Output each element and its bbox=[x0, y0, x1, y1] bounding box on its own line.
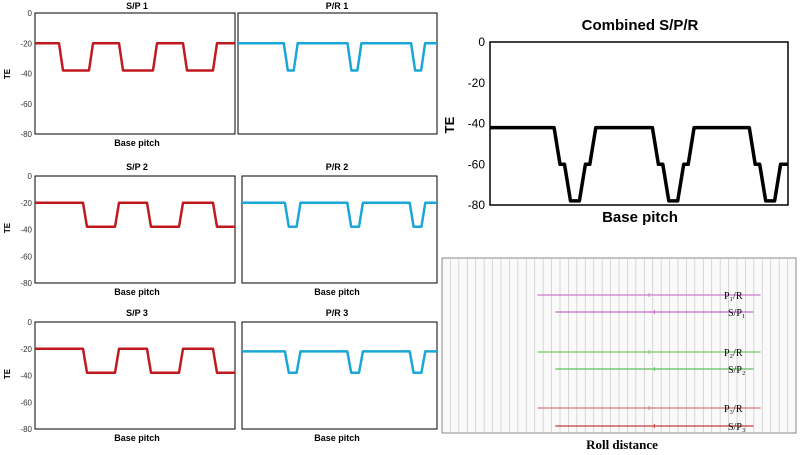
chart-title: S/P 3 bbox=[126, 308, 148, 318]
y-tick-label: 0 bbox=[28, 318, 33, 327]
y-tick-label: -80 bbox=[20, 130, 32, 139]
chart-pr3-svg: P/R 3 Base pitch bbox=[241, 308, 438, 443]
chart-sp1-svg: S/P 1 Base pitch TE 0 -20 -40 -60 -80 bbox=[3, 1, 236, 148]
chart-roll-svg: P₁/R S/P₁ P₂/R S/P₂ P₃/R S/P₃ Roll distance bbox=[441, 257, 797, 452]
y-tick-label: -80 bbox=[20, 425, 32, 434]
chart-combined-svg: Combined S/P/R Base pitch TE 0 -20 -40 -60 -80 bbox=[442, 17, 789, 226]
chart-title: P/R 1 bbox=[326, 1, 349, 11]
y-axis-label: TE bbox=[3, 222, 12, 233]
y-tick-label: -20 bbox=[20, 345, 32, 354]
series-line bbox=[35, 42, 235, 72]
y-tick-label: 0 bbox=[28, 9, 33, 18]
series-line bbox=[490, 125, 788, 203]
chart-pr1: P/R 1 bbox=[237, 0, 440, 150]
chart-title: S/P 2 bbox=[126, 162, 148, 172]
series-label: S/P₃ bbox=[728, 422, 745, 433]
plot-frame bbox=[241, 175, 438, 284]
plot-frame bbox=[34, 12, 236, 135]
y-tick-label: -20 bbox=[20, 39, 32, 48]
series-label: S/P₂ bbox=[728, 365, 745, 376]
chart-pr2-svg: P/R 2 Base pitch bbox=[241, 162, 438, 297]
y-tick-label: -80 bbox=[20, 279, 32, 288]
chart-sp2: S/P 2 Base pitch TE 0 -20 -40 -60 -80 bbox=[0, 158, 237, 303]
series-label: P₃/R bbox=[724, 404, 743, 415]
y-tick-label: -60 bbox=[20, 398, 32, 407]
plot-frame bbox=[34, 175, 236, 284]
y-tick-label: -40 bbox=[468, 117, 486, 131]
x-axis-label: Base pitch bbox=[314, 433, 360, 443]
series-line bbox=[238, 42, 437, 72]
chart-pr2: P/R 2 Base pitch bbox=[237, 158, 440, 303]
y-tick-label: -40 bbox=[20, 70, 32, 79]
chart-title: P/R 3 bbox=[326, 308, 349, 318]
chart-pr1-svg: P/R 1 bbox=[237, 1, 438, 135]
y-tick-label: -20 bbox=[20, 199, 32, 208]
y-axis-label: TE bbox=[3, 368, 12, 379]
chart-sp3-svg: S/P 3 Base pitch TE 0 -20 -40 -60 -80 bbox=[3, 308, 236, 443]
x-axis-label: Base pitch bbox=[602, 209, 678, 226]
x-axis-label: Base pitch bbox=[114, 433, 160, 443]
y-axis-label: TE bbox=[442, 116, 457, 133]
plot-frame bbox=[241, 321, 438, 430]
chart-sp3: S/P 3 Base pitch TE 0 -20 -40 -60 -80 bbox=[0, 304, 237, 455]
chart-title: P/R 2 bbox=[326, 162, 349, 172]
x-axis-label: Base pitch bbox=[314, 287, 360, 297]
y-tick-label: -60 bbox=[20, 252, 32, 261]
y-tick-label: -60 bbox=[468, 157, 486, 171]
chart-title: Combined S/P/R bbox=[582, 17, 699, 34]
series-line bbox=[242, 350, 437, 375]
chart-sp2-svg: S/P 2 Base pitch TE 0 -20 -40 -60 -80 bbox=[3, 162, 236, 297]
x-axis-label: Base pitch bbox=[114, 138, 160, 148]
series-line bbox=[35, 201, 235, 229]
y-tick-label: 0 bbox=[28, 172, 33, 181]
y-tick-label: 0 bbox=[478, 35, 485, 49]
series-line bbox=[35, 347, 235, 375]
y-tick-label: -20 bbox=[468, 76, 486, 90]
chart-roll-distance: P₁/R S/P₁ P₂/R S/P₂ P₃/R S/P₃ Roll distance bbox=[440, 255, 800, 455]
series-label: P₁/R bbox=[724, 291, 743, 302]
x-axis-label: Base pitch bbox=[114, 287, 160, 297]
y-axis-label: TE bbox=[3, 68, 12, 79]
chart-pr3: P/R 3 Base pitch bbox=[237, 304, 440, 455]
x-axis-label: Roll distance bbox=[586, 437, 658, 452]
plot-frame bbox=[237, 12, 438, 135]
series-label: P₂/R bbox=[724, 348, 743, 359]
series-label: S/P₁ bbox=[728, 308, 745, 319]
chart-title: S/P 1 bbox=[126, 1, 148, 11]
chart-combined: Combined S/P/R Base pitch TE 0 -20 -40 -60 -80 bbox=[440, 10, 800, 235]
series-line bbox=[242, 201, 437, 229]
chart-sp1: S/P 1 Base pitch TE 0 -20 -40 -60 -80 bbox=[0, 0, 237, 150]
y-tick-label: -80 bbox=[468, 198, 486, 212]
y-tick-label: -40 bbox=[20, 226, 32, 235]
y-tick-label: -40 bbox=[20, 372, 32, 381]
plot-frame bbox=[489, 41, 789, 206]
plot-frame bbox=[34, 321, 236, 430]
y-tick-label: -60 bbox=[20, 100, 32, 109]
